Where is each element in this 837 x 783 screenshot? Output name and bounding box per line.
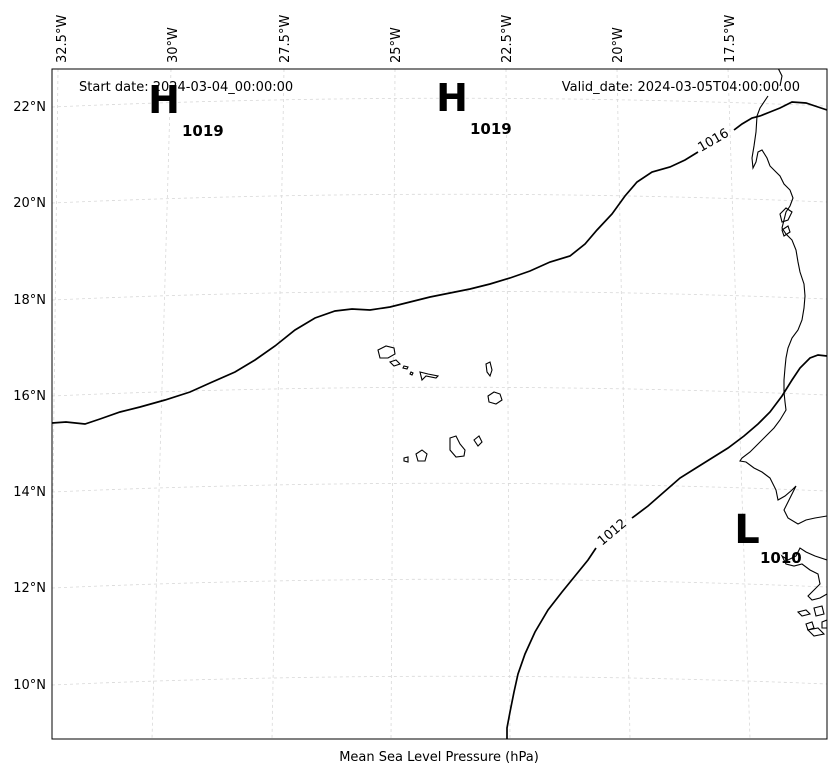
lon-label-27-5w: 27.5°W	[278, 15, 293, 63]
cape-verde-fogo	[415, 449, 428, 462]
map-xlabel: Mean Sea Level Pressure (hPa)	[339, 750, 539, 765]
parallel-12n	[52, 578, 827, 589]
meridian-32-5w	[52, 69, 59, 606]
lon-label-25w: 25°W	[389, 27, 404, 63]
lat-label-20n: 20°N	[13, 196, 46, 211]
bissagos-island-5	[821, 619, 827, 629]
high-pressure-value-west: 1019	[182, 122, 224, 140]
meridian-25w	[390, 69, 396, 739]
meridian-30w	[151, 69, 172, 739]
isobar-1012-line-b	[631, 354, 827, 519]
lon-label-20w: 20°W	[611, 27, 626, 63]
bissagos-island-3	[805, 621, 815, 631]
high-pressure-symbol-west: H	[148, 78, 180, 122]
meridian-22-5w	[505, 69, 511, 739]
isobar-1016-label: 1016	[696, 126, 732, 156]
lon-label-17-5w: 17.5°W	[723, 15, 738, 63]
parallel-22n	[52, 97, 827, 108]
lon-label-30w: 30°W	[166, 27, 181, 63]
cape-verde-brava	[403, 456, 409, 463]
cape-verde-sao-nicolau	[419, 371, 440, 382]
map-frame	[51, 68, 828, 740]
lon-label-32-5w: 32.5°W	[55, 15, 70, 63]
valid-date-label: Valid_date: 2024-03-05T04:00:00.00	[562, 80, 800, 95]
meridian-20w	[616, 69, 631, 739]
isobar-1012-label: 1012	[595, 516, 630, 549]
isobar-1016-line-b	[733, 101, 827, 131]
graticule	[52, 69, 827, 739]
lat-label-16n: 16°N	[13, 389, 46, 404]
cape-verde-maio	[473, 435, 483, 447]
cape-verde-sal	[485, 361, 493, 378]
bissagos-island-2	[813, 605, 825, 617]
meridian-17-5w	[727, 69, 751, 739]
low-pressure-symbol: L	[734, 507, 760, 553]
cape-verde-santo-antao	[377, 345, 396, 359]
lat-label-18n: 18°N	[13, 293, 46, 308]
longitude-labels: 32.5°W 30°W 27.5°W 25°W 22.5°W 20°W 17.5…	[55, 15, 738, 63]
isobar-1012-line	[506, 547, 597, 739]
lat-label-12n: 12°N	[13, 581, 46, 596]
africa-coastline	[739, 95, 827, 525]
high-pressure-symbol-center: H	[436, 76, 468, 120]
parallel-18n	[52, 290, 827, 301]
bissagos-island-4	[806, 627, 826, 637]
cape-verde-sao-vicente	[388, 359, 402, 367]
isobar-1016-line	[52, 151, 699, 425]
coastlines	[377, 69, 827, 637]
latitude-labels: 22°N 20°N 18°N 16°N 14°N 12°N 10°N	[13, 100, 46, 693]
parallel-10n	[52, 675, 827, 686]
lon-label-22-5w: 22.5°W	[500, 15, 515, 63]
parallel-14n	[52, 482, 827, 493]
cape-verde-boa-vista	[487, 391, 503, 405]
parallel-16n	[52, 386, 827, 397]
africa-coastline-south	[780, 547, 827, 601]
cape-verde-santa-luzia	[402, 365, 409, 370]
lat-label-14n: 14°N	[13, 485, 46, 500]
high-pressure-value-center: 1019	[470, 120, 512, 138]
lat-label-10n: 10°N	[13, 678, 46, 693]
coast-inlet-2	[781, 225, 791, 237]
meridian-27-5w	[271, 69, 285, 739]
lat-label-22n: 22°N	[13, 100, 46, 115]
coast-inlet	[779, 207, 793, 223]
start-date-label: Start date: 2024-03-04_00:00:00	[79, 80, 293, 95]
bissagos-island-1	[796, 609, 812, 617]
cape-verde-ilheu	[409, 371, 414, 376]
cape-verde-santiago	[449, 435, 466, 458]
low-pressure-value: 1010	[760, 549, 802, 567]
isobars	[52, 101, 827, 739]
parallel-20n	[52, 193, 827, 204]
